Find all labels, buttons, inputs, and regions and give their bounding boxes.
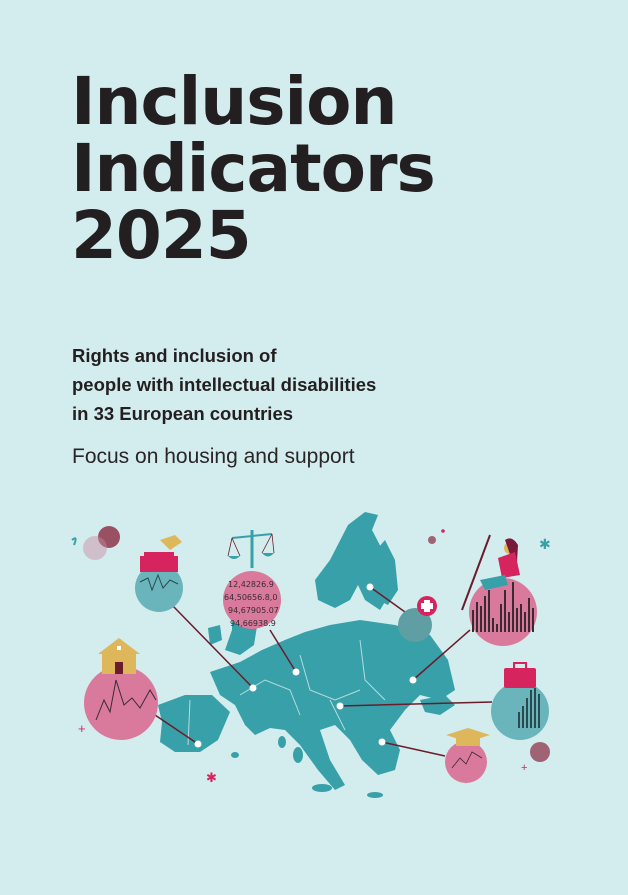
briefcase-icon xyxy=(491,662,549,740)
plus-icon: + xyxy=(78,721,86,736)
scales-of-justice-icon xyxy=(227,530,275,568)
title-line-1: Inclusion xyxy=(71,63,398,140)
cover-subtitle: Rights and inclusion of people with inte… xyxy=(72,341,376,428)
europe-map xyxy=(158,512,455,798)
stat-number-3: 94,67905.07 xyxy=(228,606,279,615)
statistics-bubble: 12,42826.9 64,50656.8,0 94,67905.07 94,6… xyxy=(223,571,281,629)
subtitle-line-3: in 33 European countries xyxy=(72,403,294,424)
asterisk-icon: ✱ xyxy=(206,770,217,785)
ballot-box-icon xyxy=(135,535,183,612)
graduation-cap-icon xyxy=(445,728,490,783)
stat-number-2: 64,50656.8,0 xyxy=(224,593,277,602)
cover-title: Inclusion Indicators 2025 xyxy=(71,63,436,274)
plus-icon: + xyxy=(521,762,527,774)
woman-with-cane-icon xyxy=(461,534,537,646)
health-cross-icon xyxy=(398,596,437,642)
stat-number-4: 94,66938.9 xyxy=(230,619,276,628)
europe-map-illustration: 12,42826.9 64,50656.8,0 94,67905.07 94,6… xyxy=(71,512,551,798)
subtitle-line-2: people with intellectual disabilities xyxy=(72,374,377,395)
subtitle-line-1: Rights and inclusion of xyxy=(72,345,277,366)
title-line-2: Indicators xyxy=(71,130,436,207)
house-icon xyxy=(84,638,158,740)
asterisk-icon: ✱ xyxy=(539,536,551,552)
decorative-elements: ✱ ✱ + + xyxy=(71,526,551,785)
title-line-3: 2025 xyxy=(71,197,252,274)
stat-number-1: 12,42826.9 xyxy=(228,580,274,589)
cover-focus-text: Focus on housing and support xyxy=(72,445,355,468)
